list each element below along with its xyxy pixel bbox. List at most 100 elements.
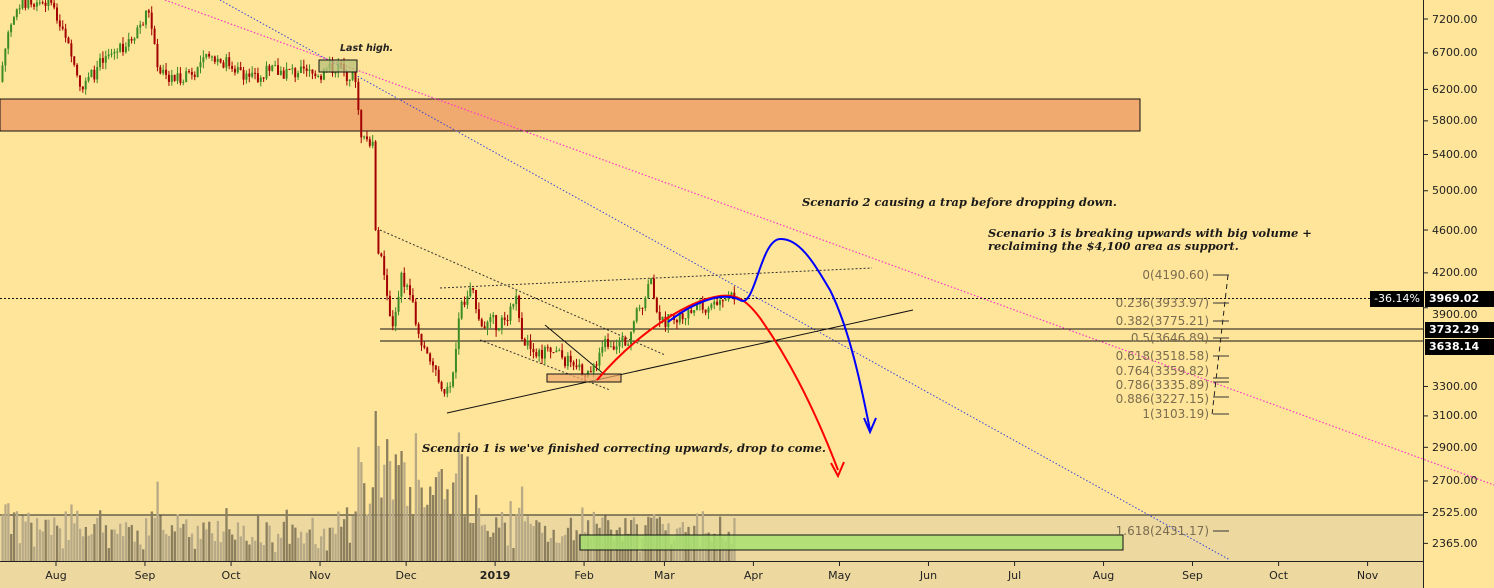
range-top-line[interactable]: [439, 267, 873, 289]
fib-level-label: 0(4190.60): [1142, 268, 1209, 282]
volume-bar: [299, 531, 303, 561]
volume-bar: [265, 522, 268, 561]
candle-body: [279, 70, 282, 75]
candle-body: [44, 2, 47, 6]
volume-bar: [251, 536, 254, 561]
volume-bar: [262, 544, 265, 561]
candle-body: [437, 369, 440, 383]
fib-level-label: 0.382(3775.21): [1115, 314, 1209, 328]
volume-bar: [426, 504, 429, 561]
volume-bar: [202, 522, 205, 561]
price-tick-label: 6200.00: [1432, 82, 1478, 96]
volume-bar: [388, 461, 392, 561]
volume-bar: [365, 514, 369, 561]
candle-body: [101, 58, 104, 63]
candle-body: [414, 301, 417, 325]
pink-dotted-trendline[interactable]: [164, 0, 1494, 486]
candle-body: [449, 386, 452, 388]
candle-body: [681, 313, 684, 320]
volume-bar: [331, 527, 334, 561]
volume-bar: [730, 543, 733, 561]
volume-bar: [150, 511, 154, 561]
time-tick-label: 2019: [479, 569, 511, 582]
volume-bar: [228, 529, 231, 561]
volume-bar: [566, 527, 570, 561]
candle-body: [282, 70, 285, 79]
candle-body: [104, 56, 107, 63]
volume-bar: [15, 511, 19, 561]
volume-bar: [67, 539, 70, 561]
volume-bar: [153, 517, 156, 561]
volume-bar: [320, 536, 323, 561]
support-box[interactable]: [546, 373, 622, 383]
volume-bar: [429, 486, 432, 561]
candle-body: [320, 75, 323, 80]
candle-body: [592, 364, 595, 373]
candle-body: [78, 75, 81, 87]
candle-body: [81, 86, 84, 90]
candle-body: [650, 278, 653, 285]
volume-bar: [581, 507, 584, 561]
resistance-zone[interactable]: [0, 98, 1141, 132]
candle-body: [242, 70, 245, 80]
volume-bar: [176, 514, 179, 561]
volume-bar: [368, 503, 372, 561]
volume-bar: [41, 531, 44, 561]
volume-bar: [314, 544, 317, 561]
volume-bar: [403, 462, 406, 561]
candle-body: [239, 67, 242, 71]
candle-body: [489, 317, 492, 322]
volume-bar: [210, 533, 214, 561]
candle-body: [696, 303, 699, 311]
price-tick-label: 4200.00: [1432, 266, 1478, 280]
candle-body: [563, 357, 566, 367]
volume-bar: [400, 451, 403, 561]
price-tick-label: 2700.00: [1432, 474, 1478, 488]
volume-bar: [328, 527, 331, 561]
volume-bar: [558, 542, 561, 561]
volume-bar: [130, 525, 133, 561]
support-trendline[interactable]: [446, 309, 914, 414]
candle-body: [417, 324, 420, 334]
blue-dotted-trendline[interactable]: [219, 0, 1231, 561]
scenario-2-3-curve[interactable]: [667, 237, 871, 431]
volume-bar: [543, 525, 547, 561]
volume-bar: [190, 533, 194, 561]
volume-bar: [282, 521, 286, 561]
candle-body: [561, 350, 564, 358]
volume-bar: [552, 529, 555, 561]
scenario-3-note-line2: reclaiming the $4,100 area as support.: [988, 239, 1239, 253]
volume-bar: [162, 529, 165, 561]
volume-highlight-box[interactable]: [579, 534, 1124, 551]
volume-bar: [291, 524, 294, 561]
candle-body: [285, 68, 288, 79]
candle-body: [566, 355, 569, 367]
time-tick-label: Oct: [221, 569, 241, 582]
candle-body: [96, 67, 99, 80]
fib-trendline[interactable]: [1211, 274, 1229, 416]
candle-body: [440, 382, 443, 390]
triangle-line[interactable]: [544, 324, 606, 376]
volume-bar: [78, 528, 82, 561]
candle-body: [33, 4, 36, 7]
volume-bar: [343, 519, 346, 561]
candle-body: [423, 345, 426, 348]
volume-bar: [431, 494, 435, 561]
volume-bar: [452, 482, 455, 561]
candle-body: [411, 295, 414, 302]
candle-body: [53, 2, 56, 8]
candle-body: [165, 69, 168, 75]
candle-body: [144, 10, 147, 25]
candle-body: [139, 24, 142, 28]
last-high-box[interactable]: [318, 59, 358, 73]
time-tick-label: Sep: [134, 569, 156, 582]
candle-body: [558, 350, 561, 352]
candle-body: [248, 73, 251, 77]
candle-body: [15, 9, 18, 18]
volume-bar: [119, 523, 122, 561]
volume-bar: [515, 514, 518, 561]
price-tick-label: 7200.00: [1432, 12, 1478, 26]
candle-body: [113, 51, 116, 54]
candle-body: [555, 350, 558, 353]
